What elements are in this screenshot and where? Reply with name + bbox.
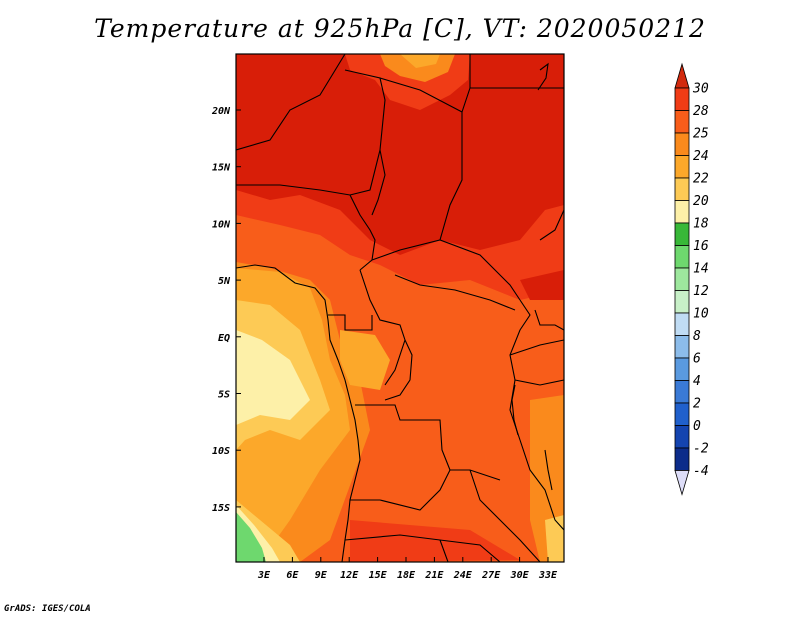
lon-tick-label: 9E [315,570,328,581]
border-niger-chad [236,69,386,196]
colorbar-segment [674,155,690,179]
colorbar-segment [674,245,690,269]
border-tanzania-north [514,379,564,386]
colorbar-level-label: 20 [693,194,709,209]
map-borders [236,54,564,562]
lon-tick-label: 24E [453,570,473,581]
lat-tick-label: EQ [218,333,230,344]
colorbar-level-label: 4 [693,374,701,389]
colorbar-level-label: 10 [693,307,709,322]
colorbar-triangle-top [674,62,690,89]
colorbar-level-label: 8 [693,329,701,344]
lon-tick-label: 6E [286,570,299,581]
border-botswana [439,539,449,562]
border-car-north [371,239,521,301]
temperature-field [236,54,564,562]
lake-tanganyika [511,384,519,436]
colorbar-segment [674,357,690,381]
map-frame [235,53,565,563]
lon-tick-label: 30E [510,570,530,581]
lat-tick-label: 20N [211,106,231,117]
lake-malawi [544,449,553,491]
border-uganda-kenya [509,339,564,356]
colorbar-level-label: 24 [693,149,709,164]
border-equatorial-guinea [328,314,373,331]
colorbar-segment [674,290,690,314]
colorbar-segment [674,267,690,291]
colorbar-segment [674,177,690,201]
colorbar-level-label: 30 [692,82,709,97]
border-malawi [519,439,564,531]
border-drc-angola [355,404,451,471]
lat-tick-label: 15S [212,503,230,514]
field-south-interior [350,520,520,562]
colorbar-level-label: 28 [693,104,709,119]
colorbar-level-label: 2 [693,397,701,412]
colorbar-level-label: 16 [693,239,709,254]
colorbar-segment [674,222,690,246]
colorbar-level-label: 25 [693,127,709,142]
field-north-core [400,54,440,68]
colorbar-level-label: 6 [693,352,701,367]
border-ethiopia [539,209,564,241]
lon-tick-label: 27E [481,570,501,581]
colorbar-level-label: 22 [693,172,709,187]
border-nw-1 [236,54,346,151]
border-chad-sudan [379,77,463,241]
lon-tick-label: 12E [340,570,359,581]
field-east-red [520,270,564,300]
colorbar-segment [674,87,690,111]
border-cameroon-congo [359,269,406,386]
colorbar-level-label: 14 [693,262,709,277]
lon-tick-label: 21E [424,570,444,581]
lat-tick-label: 10N [212,219,231,230]
colorbar-segment [674,380,690,404]
colorbar-segment [674,425,690,449]
lon-tick-label: 15E [369,570,388,581]
colorbar-level-label: 0 [693,419,701,434]
lon-ticks: 3E 6E 9E 12E 15E 18E 21E 24E 27E 30E 33E [257,557,558,581]
lon-tick-label: 33E [538,570,558,581]
field-east-cool [545,515,564,562]
lat-ticks: 20N 15N 10N 5N EQ 5S 10S 15S [211,106,241,514]
lat-tick-label: 5S [218,390,230,401]
colorbar-level-label: 18 [693,217,709,232]
lat-tick-label: 10S [212,446,230,457]
colorbar-segment [674,447,690,471]
border-lake-victoria-n [534,309,564,331]
chart-title: Temperature at 925hPa [C], VT: 202005021… [94,14,706,43]
colorbar-segment [674,110,690,134]
colorbar-level-label: -4 [693,464,709,479]
colorbar-segment [674,402,690,426]
field-ocean-18 [236,330,310,425]
lat-tick-label: 5N [218,276,231,287]
colorbar-segment [674,312,690,336]
lon-tick-label: 3E [257,570,271,581]
red-sea-coast [537,62,549,91]
border-nigeria-cameroon [349,194,376,271]
border-chad-lake [371,149,386,216]
credit-text: GrADS: IGES/COLA [4,604,91,614]
field-gabon-highland [340,330,390,390]
colorbar-segment [674,132,690,156]
colorbar-level-label: 12 [693,284,709,299]
field-sw-green [236,512,266,562]
lat-tick-label: 15N [212,163,231,174]
lon-tick-label: 18E [397,570,416,581]
border-congo-drc [384,339,413,401]
colorbar-triangle-bottom [674,470,690,496]
colorbar-segment [674,335,690,359]
colorbar-level-label: -2 [693,442,709,457]
colorbar-segment [674,200,690,224]
border-zambia-zimbabwe [469,469,541,562]
border-car-congo [394,274,516,311]
